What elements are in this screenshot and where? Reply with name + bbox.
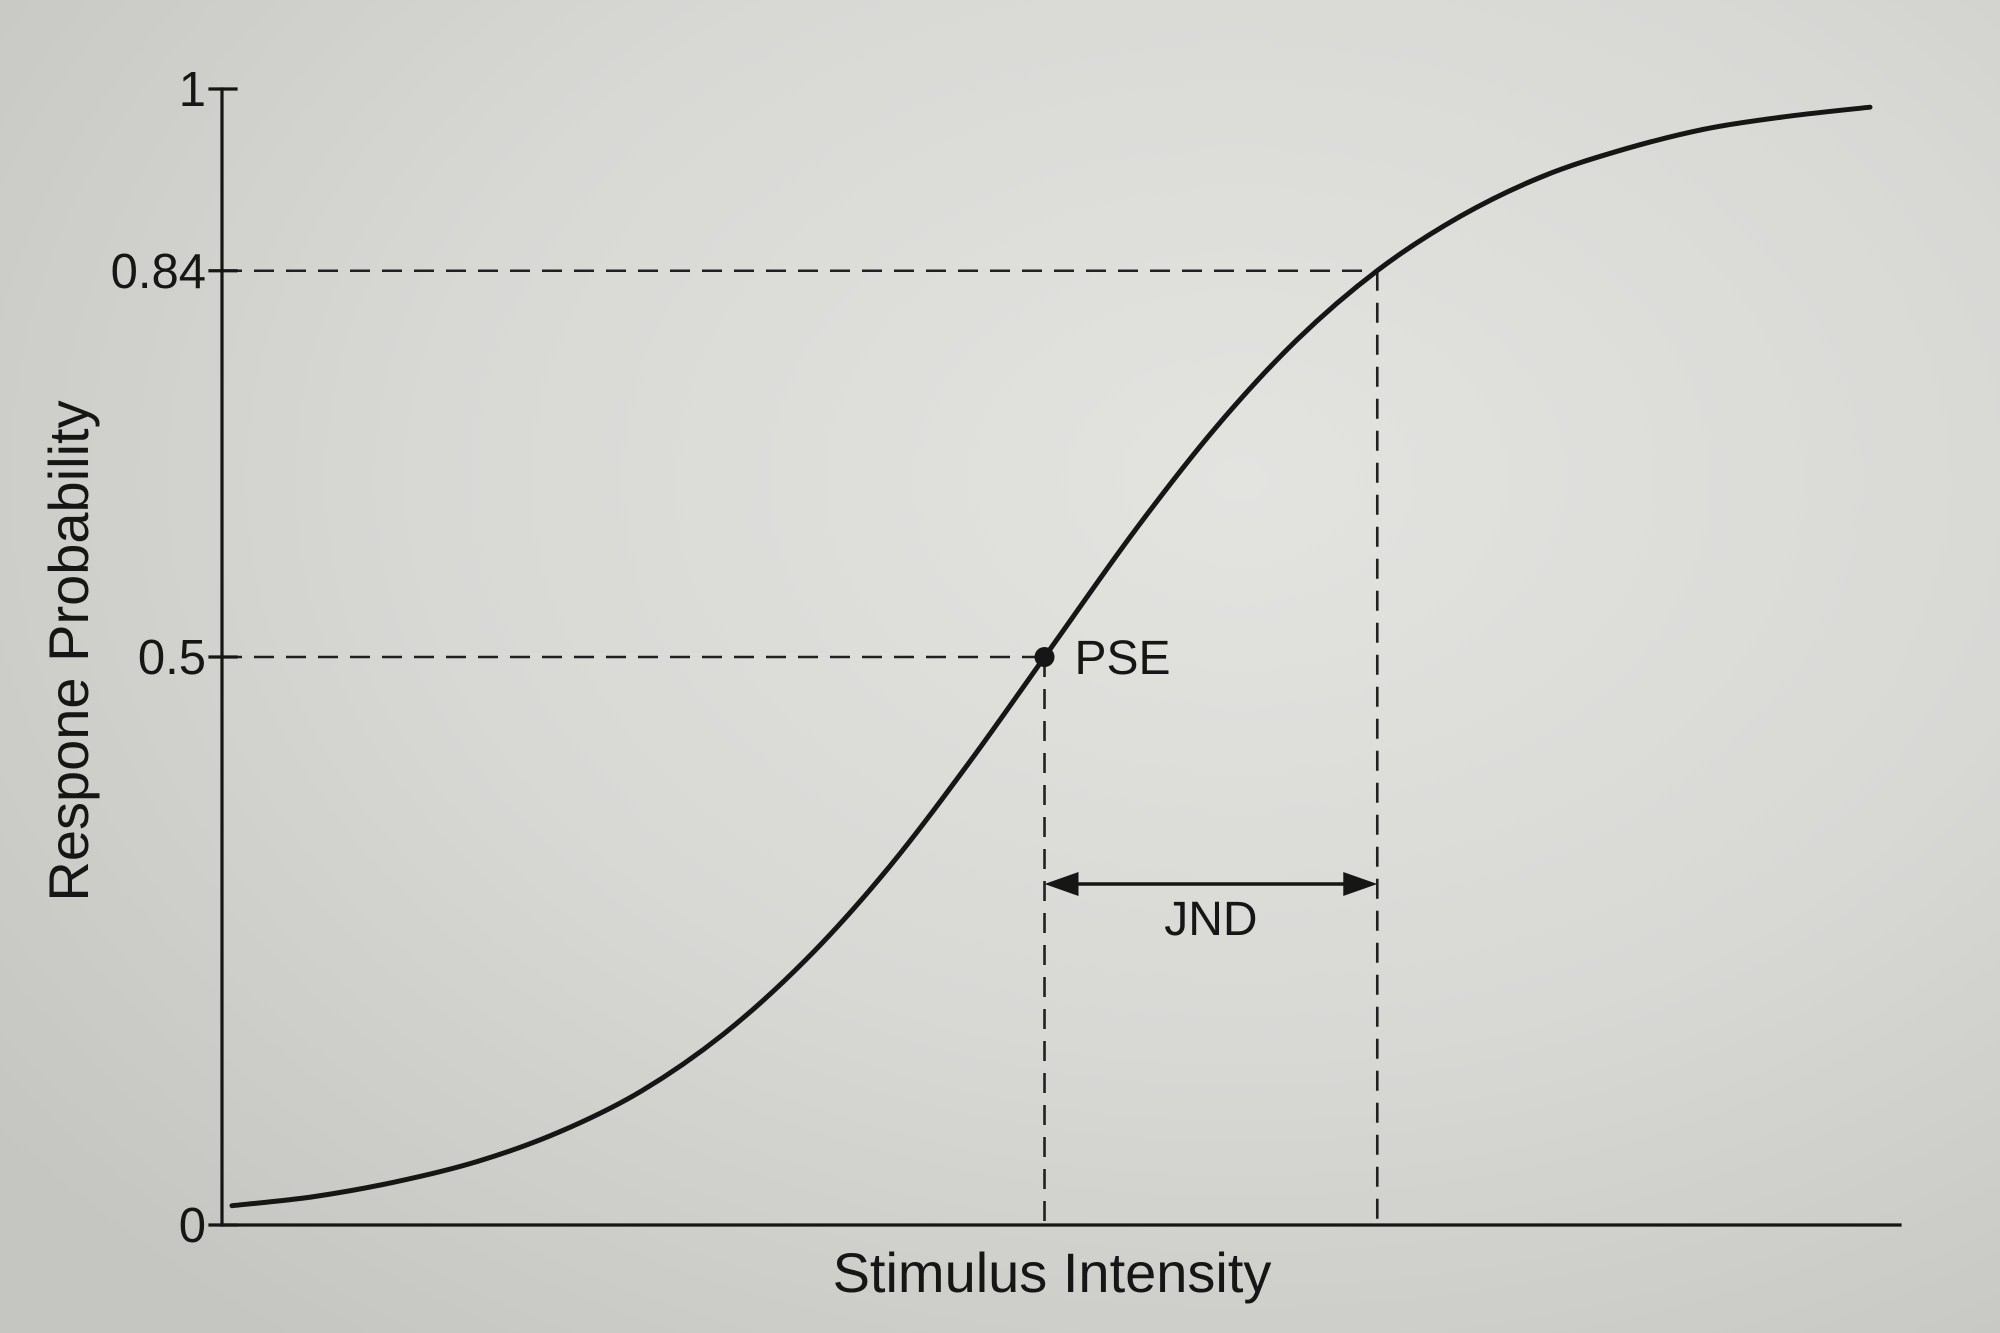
jnd-label: JND [1164, 893, 1257, 946]
reference-guides [222, 269, 1379, 1225]
pse-label: PSE [1075, 632, 1171, 685]
jnd-arrowhead-left [1044, 872, 1079, 896]
y-tick-label: 0.84 [111, 245, 206, 299]
jnd-arrowhead-right [1343, 872, 1378, 896]
y-axis-label: Respone Probability [37, 400, 100, 901]
y-tick-label: 1 [179, 63, 206, 117]
axes [220, 87, 1902, 1227]
pse-point [1034, 647, 1055, 667]
jnd-arrow [1044, 872, 1378, 896]
y-ticks: 1 0.84 0.5 0 [111, 63, 238, 1253]
psychometric-curve [229, 104, 1873, 1209]
x-axis-label: Stimulus Intensity [833, 1241, 1272, 1304]
y-tick-label: 0 [179, 1199, 206, 1253]
y-tick-label: 0.5 [138, 631, 206, 685]
